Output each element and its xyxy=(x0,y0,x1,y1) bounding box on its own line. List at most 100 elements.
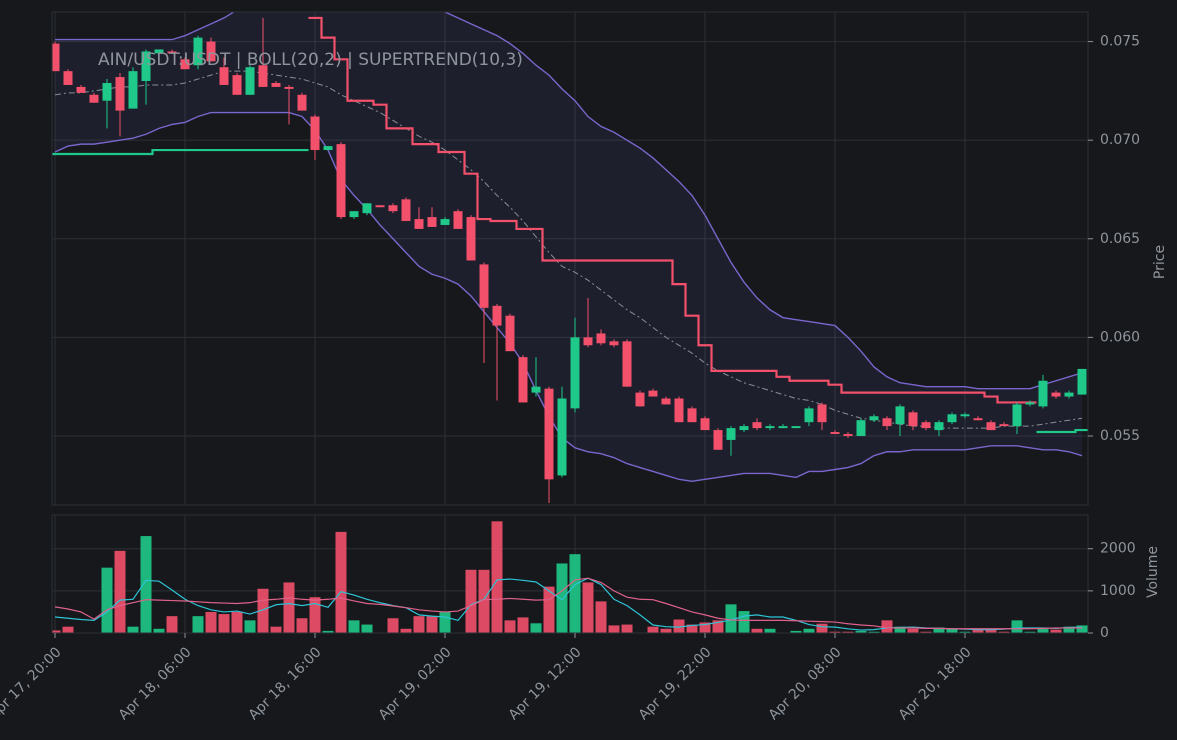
candle-body xyxy=(713,430,723,450)
candle-body xyxy=(52,43,60,72)
candle-body xyxy=(830,432,840,435)
candle-body xyxy=(1012,404,1022,427)
volume-bar xyxy=(1076,625,1088,633)
candle-body xyxy=(804,408,814,423)
candle-body xyxy=(1038,380,1048,407)
candle-body xyxy=(791,426,801,429)
volume-bar xyxy=(725,604,737,633)
volume-bar xyxy=(322,630,334,633)
candle-body xyxy=(557,398,567,476)
volume-bar xyxy=(413,616,425,633)
y-axis-label: Volume xyxy=(1145,546,1161,598)
candle-body xyxy=(986,422,996,431)
volume-bar xyxy=(894,626,906,633)
volume-bar xyxy=(582,582,594,633)
volume-bar xyxy=(52,630,61,633)
volume-bar xyxy=(400,628,412,633)
x-tick-label: Apr 20, 18:00 xyxy=(896,644,975,723)
volume-bar xyxy=(647,626,659,633)
candle-body xyxy=(492,305,502,326)
y-tick-label: 0.055 xyxy=(1100,428,1140,444)
volume-bar xyxy=(192,616,204,633)
candle-body xyxy=(453,211,463,229)
volume-bar xyxy=(218,614,230,633)
candle-body xyxy=(869,416,879,421)
volume-bar xyxy=(543,586,555,633)
candle-body xyxy=(375,205,385,208)
volume-bar xyxy=(504,620,516,633)
volume-bar xyxy=(478,569,490,633)
y-tick-label: 2000 xyxy=(1100,541,1136,557)
candle-body xyxy=(687,408,697,423)
supertrend-line xyxy=(308,16,1037,404)
candle-body xyxy=(258,65,268,87)
candle-body xyxy=(739,426,749,431)
candle-body xyxy=(102,82,112,101)
candle-body xyxy=(856,420,866,436)
candle-body xyxy=(622,341,632,387)
candle-body xyxy=(180,59,190,70)
supertrend-line xyxy=(52,148,1088,434)
volume-bar xyxy=(439,611,451,633)
volume-bar xyxy=(244,620,256,633)
volume-bar xyxy=(569,554,581,633)
volume-bar xyxy=(751,628,763,633)
volume-bar xyxy=(426,616,438,633)
candle-body xyxy=(349,211,359,218)
candle-body xyxy=(63,71,73,85)
volume-bar xyxy=(764,628,776,633)
candle-body xyxy=(999,424,1009,427)
bollinger-line xyxy=(54,111,1083,483)
candle-body xyxy=(1051,392,1061,397)
candle-body xyxy=(817,404,827,423)
price-panel xyxy=(52,12,1088,504)
volume-bar xyxy=(855,630,867,633)
candle-body xyxy=(531,386,541,393)
volume-ma-line xyxy=(54,577,1082,630)
volume-bar xyxy=(387,618,399,633)
volume-bar xyxy=(556,563,568,633)
candle-body xyxy=(284,86,294,89)
volume-bar xyxy=(972,629,984,633)
volume-bar xyxy=(270,626,282,633)
panel-frame xyxy=(51,11,1089,506)
chart-title: AIN/USDT:USDT | BOLL(20,2) | SUPERTREND(… xyxy=(98,50,523,70)
candle-body xyxy=(427,217,437,227)
volume-bar xyxy=(621,624,633,633)
candle-body xyxy=(700,418,710,431)
band-fill xyxy=(55,12,1082,482)
volume-bar xyxy=(881,620,893,633)
candle-body xyxy=(843,434,853,436)
candle-body xyxy=(388,205,398,212)
volume-bar xyxy=(153,628,165,633)
volume-bar xyxy=(62,626,74,633)
volume-bar xyxy=(296,618,308,633)
x-tick-label: Apr 19, 02:00 xyxy=(376,644,455,723)
x-tick-label: Apr 19, 12:00 xyxy=(506,644,585,723)
candle-body xyxy=(895,406,905,425)
volume-bar xyxy=(842,631,854,633)
candle-body xyxy=(882,418,892,427)
y-axis-label: Price xyxy=(1152,245,1168,279)
volume-bar xyxy=(985,628,997,633)
x-tick-label: Apr 17, 20:00 xyxy=(0,644,65,723)
volume-bar xyxy=(946,628,958,633)
volume-bar xyxy=(790,630,802,633)
volume-panel xyxy=(52,521,1088,633)
candle-body xyxy=(76,86,86,93)
candle-body xyxy=(648,390,658,397)
candle-body xyxy=(765,426,775,429)
volume-bar xyxy=(829,631,841,633)
candle-body xyxy=(778,426,788,429)
volume-bar xyxy=(114,550,126,633)
volume-bar xyxy=(868,631,880,633)
volume-bar xyxy=(205,611,217,633)
candle-body xyxy=(661,398,671,405)
x-tick-label: Apr 20, 08:00 xyxy=(766,644,845,723)
candle-body xyxy=(1025,402,1035,405)
candle-body xyxy=(167,51,177,54)
candle-body xyxy=(232,75,242,95)
bollinger-line xyxy=(55,12,1083,390)
x-tick-label: Apr 18, 16:00 xyxy=(246,644,325,723)
volume-bar xyxy=(361,624,373,633)
